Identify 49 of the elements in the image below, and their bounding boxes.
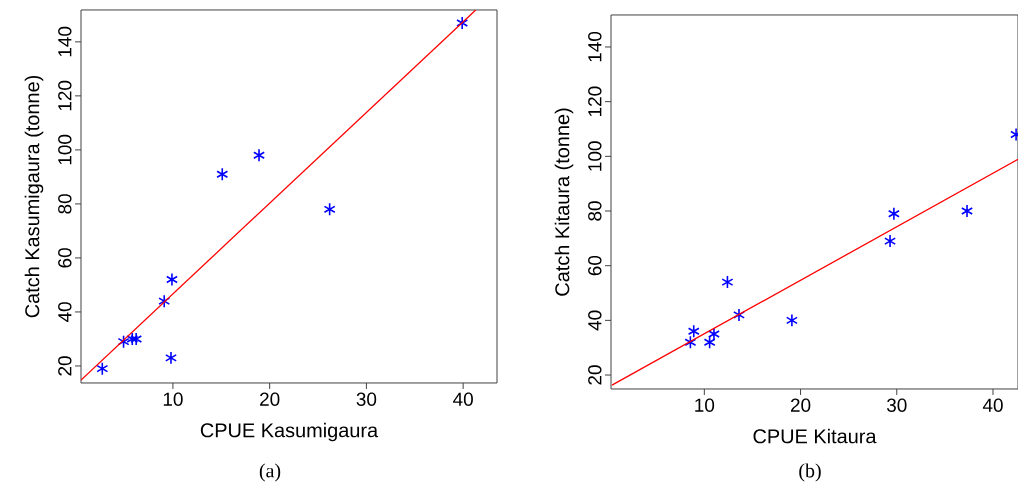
point	[126, 332, 139, 346]
y-tick-label: 80	[58, 194, 72, 214]
y-tick-label: 100	[58, 134, 72, 165]
point	[884, 234, 897, 248]
point	[130, 332, 143, 346]
point	[687, 324, 700, 339]
point	[216, 167, 229, 181]
point	[684, 335, 697, 350]
y-axis-title: Catch Kasumigaura (tonne)	[24, 75, 44, 318]
y-tick-label: 140	[588, 31, 602, 62]
y-tick-label: 20	[58, 356, 72, 376]
x-tick-label: 30	[356, 392, 377, 406]
point	[721, 275, 734, 289]
x-tick-label: 10	[695, 398, 715, 412]
x-tick-label: 30	[886, 398, 907, 412]
point	[785, 313, 798, 328]
point	[733, 308, 745, 322]
point	[96, 361, 109, 376]
point	[887, 206, 900, 221]
point	[158, 294, 171, 308]
y-axis-title: Catch Kitaura (tonne)	[554, 108, 574, 296]
y-tick-label: 140	[58, 26, 72, 57]
y-tick-label: 40	[588, 310, 602, 331]
y-tick-label: 120	[588, 86, 602, 116]
point	[707, 327, 720, 341]
y-tick-label: 120	[58, 80, 72, 111]
x-axis-title: CPUE Kasumigaura	[200, 422, 379, 442]
point	[117, 334, 130, 349]
point	[253, 148, 265, 163]
y-tick-label: 60	[588, 255, 602, 276]
x-tick-label: 10	[163, 392, 183, 406]
point	[961, 204, 973, 218]
point	[165, 272, 178, 287]
x-tick-label: 20	[260, 392, 280, 406]
y-tick-label: 80	[588, 201, 602, 221]
text: (b)	[799, 463, 821, 482]
point	[456, 16, 469, 30]
y-tick-label: 40	[58, 302, 72, 323]
x-tick-label: 40	[453, 392, 473, 406]
y-tick-label: 60	[58, 248, 72, 268]
text: (a)	[259, 463, 281, 482]
x-tick-label: 20	[790, 398, 811, 412]
x-axis-title: CPUE Kitaura	[753, 428, 877, 444]
y-tick-label: 100	[588, 141, 602, 171]
point	[165, 351, 177, 365]
point	[323, 202, 336, 217]
x-tick-label: 40	[982, 398, 1003, 412]
y-tick-label: 20	[588, 365, 602, 385]
point	[703, 335, 716, 350]
